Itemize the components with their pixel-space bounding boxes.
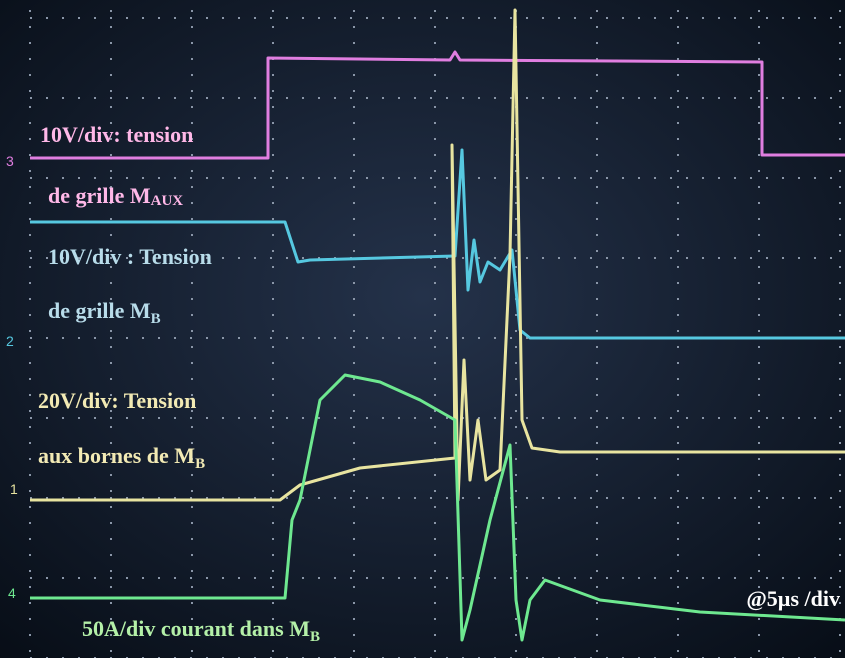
trace-gate-mb [30, 148, 845, 340]
label-subscript: B [151, 311, 161, 327]
label-line: de grille MAUX [48, 183, 183, 209]
channel-marker: 1 [10, 481, 18, 497]
label-line: 50A/div courant dans MB [82, 616, 320, 645]
label-line: 10V/div : Tension [48, 244, 212, 269]
label-line: de grille MB [48, 298, 161, 327]
label-line: 10V/div: tension [40, 122, 193, 147]
label-line: aux bornes de MB [38, 443, 205, 472]
label-text: 50A/div courant dans M [82, 616, 310, 641]
label-subscript: AUX [151, 193, 184, 209]
label-subscript: B [310, 629, 320, 645]
trace-gate-maux [30, 50, 845, 160]
trace-current-mb [30, 373, 845, 642]
channel-marker: 2 [6, 333, 14, 349]
channel-marker: 4 [8, 585, 16, 601]
label-subscript: B [195, 456, 205, 472]
trace-drain-mb [30, 8, 845, 502]
label-text: de grille M [48, 298, 151, 323]
channel-marker: 3 [6, 153, 14, 169]
label-line: 20V/div: Tension [38, 388, 196, 413]
label-text: aux bornes de M [38, 443, 195, 468]
label-text: de grille M [48, 183, 151, 208]
timebase-label: @5µs /div [746, 586, 840, 611]
